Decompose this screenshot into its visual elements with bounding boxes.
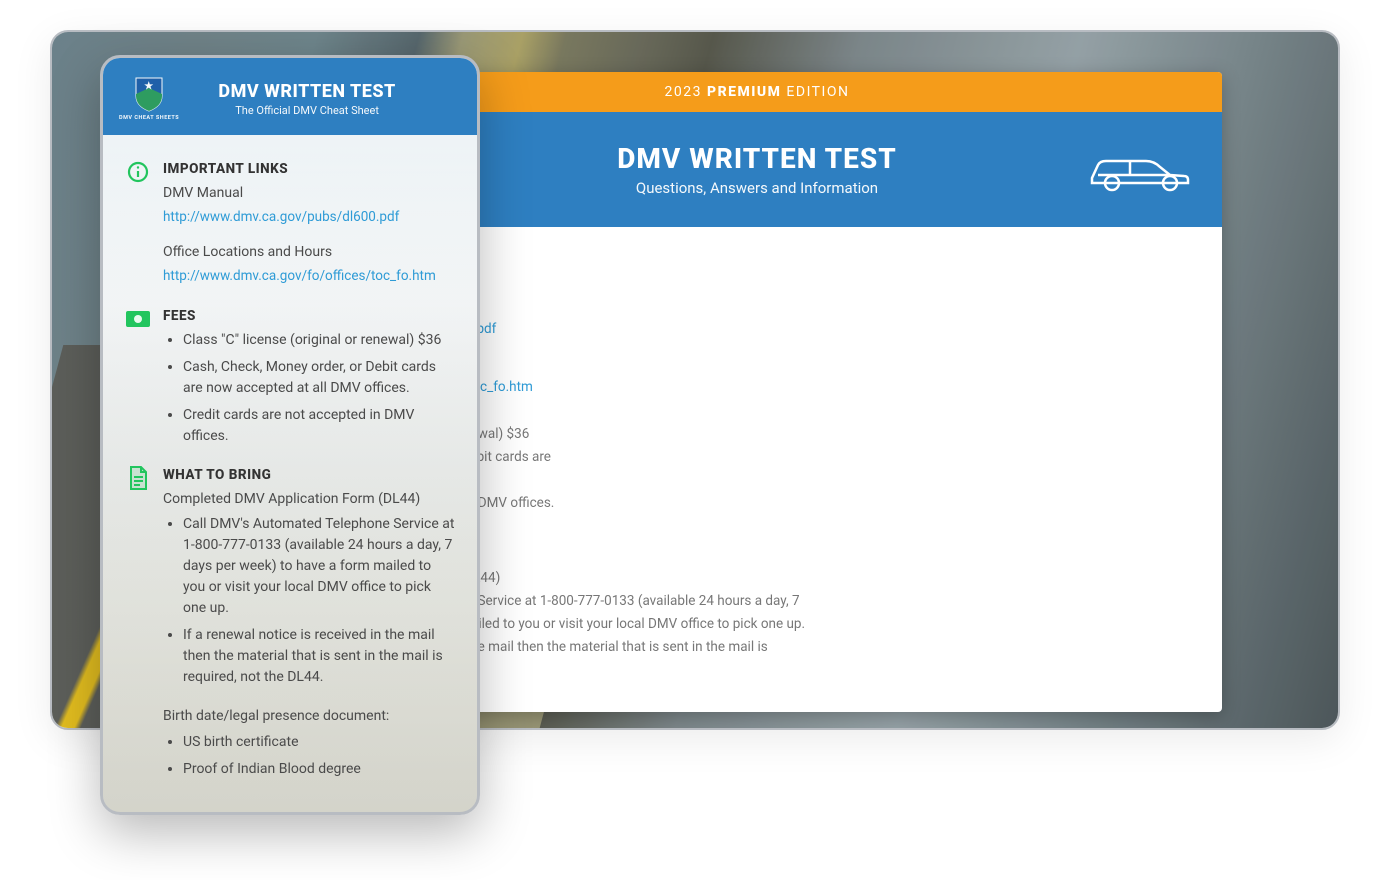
mobile-body: IMPORTANT LINKS DMV Manual http://www.dm… [103,135,477,812]
section-important-links: IMPORTANT LINKS DMV Manual http://www.dm… [125,161,455,288]
fees-heading: FEES [163,308,455,324]
list-item: Credit cards are not accepted in DMV off… [183,405,455,447]
mobile-header-text: DMV WRITTEN TEST The Official DMV Cheat … [193,81,461,117]
link2-url[interactable]: http://www.dmv.ca.gov/fo/offices/toc_fo.… [163,268,436,284]
list-item: Class "C" license (original or renewal) … [183,330,455,351]
important-links-heading: IMPORTANT LINKS [163,161,455,177]
document-icon [125,465,151,491]
bring-list: Call DMV's Automated Telephone Service a… [163,514,455,688]
mobile-logo: ★ DMV CHEAT SHEETS [119,76,179,121]
bring-sublist: US birth certificate Proof of Indian Blo… [163,732,455,780]
link1-label: DMV Manual [163,183,455,205]
link1-url[interactable]: http://www.dmv.ca.gov/pubs/dl600.pdf [163,209,399,225]
bring-sub-heading: Birth date/legal presence document: [163,706,455,728]
section-fees: FEES Class "C" license (original or rene… [125,308,455,447]
fees-list: Class "C" license (original or renewal) … [163,330,455,447]
car-icon [1084,143,1194,197]
mobile-logo-text: DMV CHEAT SHEETS [119,115,179,121]
list-item: Cash, Check, Money order, or Debit cards… [183,357,455,399]
link2-label: Office Locations and Hours [163,242,455,264]
mobile-title: DMV WRITTEN TEST [193,81,421,102]
edition-premium: PREMIUM [707,84,781,100]
list-item: Call DMV's Automated Telephone Service a… [183,514,455,619]
mobile-header: ★ DMV CHEAT SHEETS DMV WRITTEN TEST The … [103,58,477,135]
mobile-card: ★ DMV CHEAT SHEETS DMV WRITTEN TEST The … [100,55,480,815]
svg-text:★: ★ [144,81,153,92]
edition-year: 2023 [665,84,702,100]
section-what-to-bring: WHAT TO BRING Completed DMV Application … [125,467,455,780]
bring-heading: WHAT TO BRING [163,467,455,483]
list-item: Proof of Indian Blood degree [183,759,455,780]
info-icon [125,159,151,185]
list-item: If a renewal notice is received in the m… [183,625,455,688]
edition-suffix: EDITION [786,84,849,100]
bring-intro: Completed DMV Application Form (DL44) [163,489,455,511]
mobile-tagline: The Official DMV Cheat Sheet [193,104,421,117]
back-subtitle: Questions, Answers and Information [636,179,878,197]
list-item: US birth certificate [183,732,455,753]
money-icon [125,306,151,332]
back-title: DMV WRITTEN TEST [617,142,897,175]
